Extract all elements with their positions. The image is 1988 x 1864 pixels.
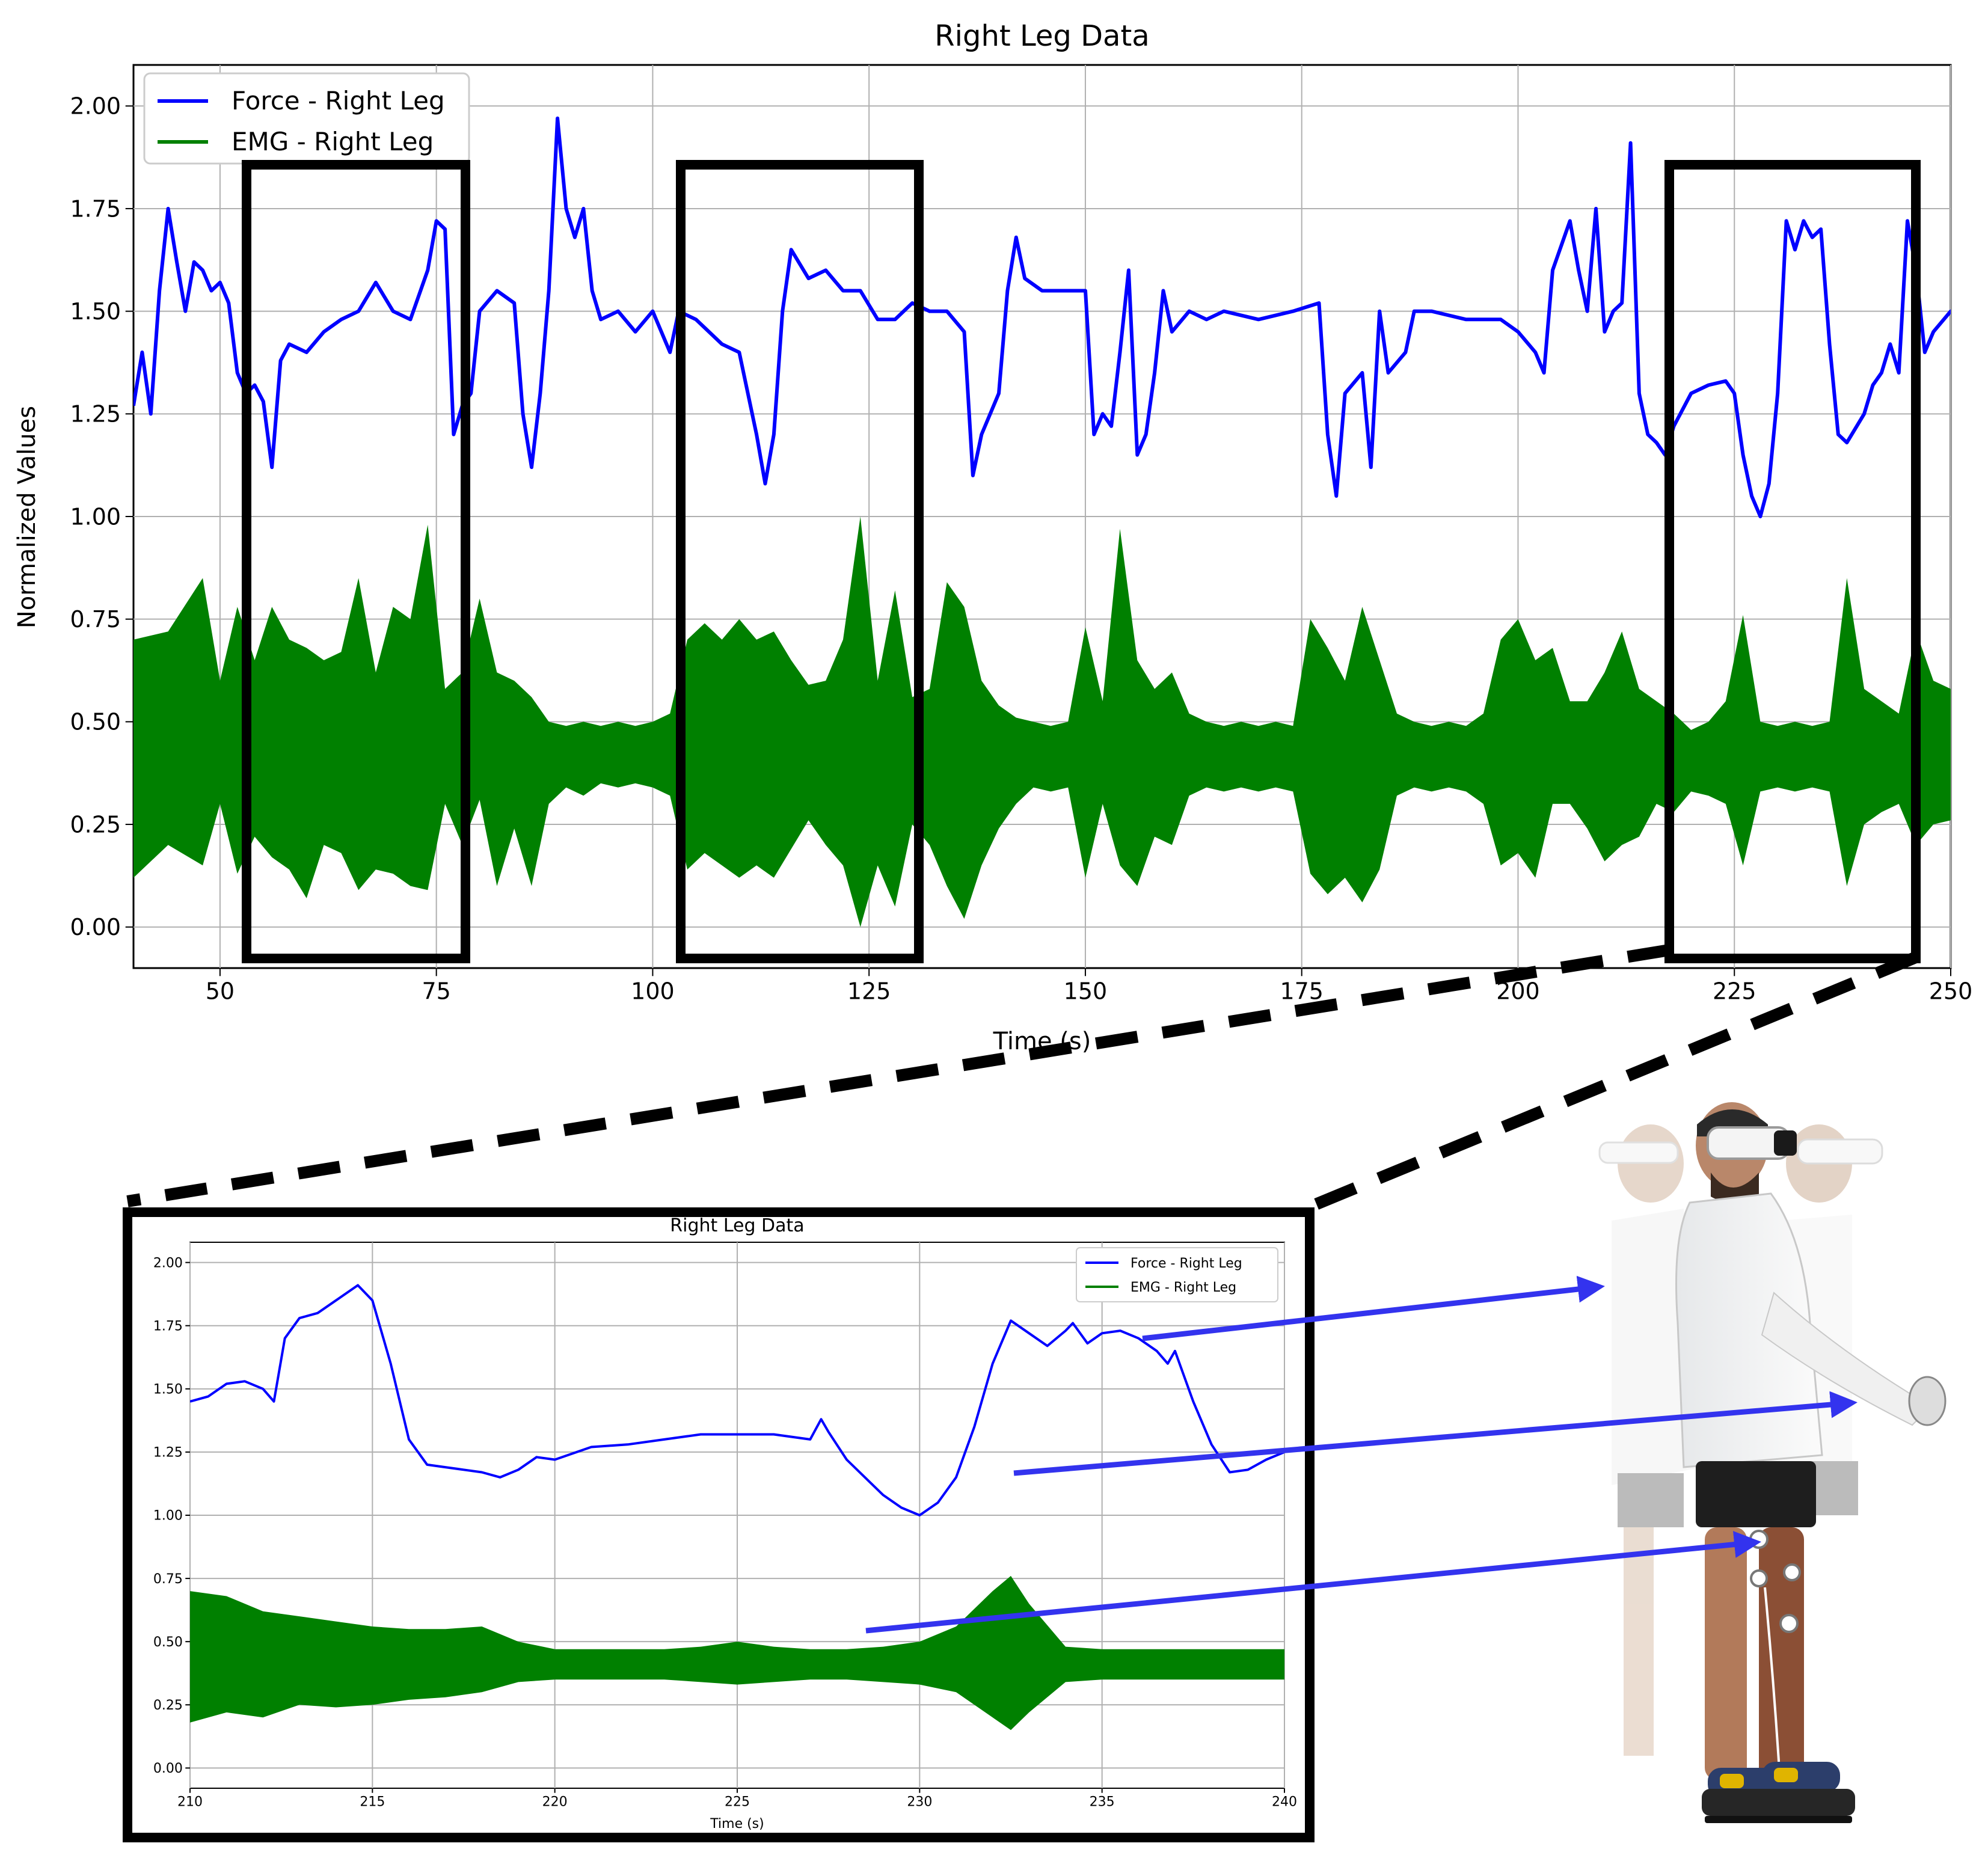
tick-label-x-210: 210 [177,1795,203,1810]
emg-sensor-2 [1750,1569,1768,1587]
annotation-arrows [865,1275,1858,1634]
tick-label-y-0.25: 0.25 [70,811,121,838]
inset-legend-box [1076,1247,1278,1302]
highlight-box-1 [242,160,470,963]
tick-label-x-75: 75 [422,978,450,1004]
tick-label-y-1.00: 1.00 [153,1509,183,1524]
tick-label-y-0.75: 0.75 [70,606,121,633]
tick-label-y-1.25: 1.25 [153,1446,183,1461]
tick-label-y-0.50: 0.50 [153,1635,183,1650]
tick-label-y-0.75: 0.75 [153,1572,183,1587]
tick-label-y-2.00: 2.00 [70,93,121,120]
person-leg-right [1759,1527,1804,1780]
arrow-force-to-torso [1142,1275,1605,1341]
tick-label-x-235: 235 [1090,1795,1115,1810]
inset-legend-emg-label: EMG - Right Leg [1131,1280,1236,1295]
person-leg-left [1705,1527,1747,1780]
tick-label-y-0.50: 0.50 [70,709,121,735]
person-shorts [1696,1461,1816,1527]
inset-chart: 210 215 220 225 230 235 240 0.00 0.25 0.50 0.75 1.… [123,1207,1315,1842]
tick-label-x-175: 175 [1280,978,1324,1004]
tick-label-y-1.50: 1.50 [70,298,121,325]
tick-label-x-220: 220 [542,1795,568,1810]
tick-label-y-1.75: 1.75 [70,195,121,222]
inset-chart-title: Right Leg Data [670,1215,804,1236]
inset-legend-force-label: Force - Right Leg [1131,1256,1242,1271]
emg-sensor-3 [1783,1563,1801,1581]
main-y-axis-label: Normalized Values [13,406,41,628]
tick-label-y-0.25: 0.25 [153,1698,183,1713]
tick-label-x-100: 100 [631,978,675,1004]
tick-label-x-215: 215 [360,1795,385,1810]
tick-label-y-0.00: 0.00 [153,1761,183,1776]
arrow-force-to-hands [1013,1391,1858,1476]
inset-force-series [190,1284,1284,1516]
tick-label-x-225: 225 [1713,978,1756,1004]
inset-x-ticks: 210 215 220 225 230 235 240 [177,1788,1297,1810]
zoom-connector-right [1300,951,1918,1216]
inset-legend: Force - Right Leg EMG - Right Leg [1076,1247,1278,1302]
emg-sensor-4 [1779,1614,1799,1633]
tick-label-y-0.00: 0.00 [70,914,121,940]
main-chart: 50 75 100 125 150 175 200 225 250 0.000.250.500.… [13,19,1973,1055]
zoom-connector-left [126,944,1670,1207]
shoe-right [1762,1762,1840,1792]
tick-label-y-2.00: 2.00 [153,1255,183,1271]
tick-label-x-125: 125 [847,978,891,1004]
tick-label-x-150: 150 [1064,978,1108,1004]
tick-label-x-230: 230 [907,1795,932,1810]
main-legend: Force - Right Leg EMG - Right Leg [143,72,470,165]
person-main [1675,1102,1947,1823]
tick-label-x-50: 50 [206,978,235,1004]
main-chart-title: Right Leg Data [934,19,1149,53]
zoom-connectors [126,944,1918,1216]
person-shirt [1675,1192,1823,1468]
inset-x-axis-label: Time (s) [710,1816,764,1832]
arrow-emg-to-leg [865,1531,1761,1634]
main-y-ticks: 0.00 0.25 0.50 0.75 1.00 1.25 1.50 1.75 2.00 [70,93,133,940]
highlight-boxes [242,160,1921,963]
main-emg-series [133,517,1951,927]
main-legend-emg-label: EMG - Right Leg [232,127,434,156]
main-legend-force-label: Force - Right Leg [232,86,445,115]
tick-label-y-1.50: 1.50 [153,1382,183,1397]
tick-label-y-1.00: 1.00 [70,503,121,530]
person-illustration [1598,1102,1947,1823]
highlight-box-3 [1664,160,1921,963]
highlight-box-2 [676,160,924,963]
force-plate [1702,1789,1855,1816]
inset-y-ticks: 0.00 0.25 0.50 0.75 1.00 1.25 1.50 1.75 2.00 [153,1255,190,1776]
tick-label-y-1.25: 1.25 [70,401,121,428]
tick-label-x-225: 225 [725,1795,750,1810]
vr-controller [1908,1376,1947,1426]
tick-label-x-240: 240 [1272,1795,1297,1810]
tick-label-y-1.75: 1.75 [153,1319,183,1334]
main-force-series [133,116,1951,518]
main-x-ticks: 50 75 100 125 150 175 200 225 250 [206,968,1973,1004]
tick-label-x-250: 250 [1929,978,1973,1004]
